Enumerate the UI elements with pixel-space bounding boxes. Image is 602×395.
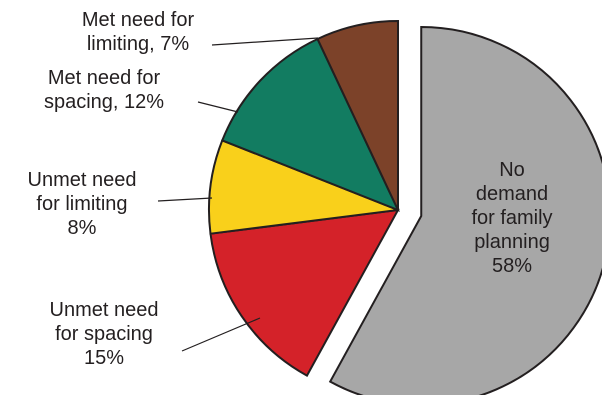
leader-line — [198, 102, 238, 112]
slice-label-line: 15% — [84, 347, 124, 369]
slice-label: Met need for limiting, 7% — [82, 9, 195, 55]
leader-line — [212, 38, 318, 45]
slice-label-line: spacing, 12% — [44, 91, 164, 113]
slice-label-line: for spacing — [55, 323, 153, 345]
slice-label-line: limiting, 7% — [87, 33, 189, 55]
slice-label-line: Unmet need — [50, 299, 159, 321]
slice-label-line: for limiting — [36, 193, 127, 215]
slice-label-line: 58% — [492, 255, 532, 277]
slice-label-line: Unmet need — [28, 169, 137, 191]
leader-line — [158, 198, 212, 201]
slice-label: Met need for spacing, 12% — [44, 67, 164, 113]
leader-line — [182, 318, 260, 351]
slice-label-line: No — [499, 159, 525, 181]
slice-label-line: demand — [476, 183, 548, 205]
slice-label-line: Met need for — [48, 67, 161, 89]
slice-label: Unmet need for limiting 8% — [28, 169, 137, 239]
slice-label-line: 8% — [68, 217, 97, 239]
slice-label-line: for family — [471, 207, 552, 229]
slice-label-line: Met need for — [82, 9, 195, 31]
slice-label: Unmet need for spacing 15% — [50, 299, 159, 369]
slice-label-line: planning — [474, 231, 550, 253]
